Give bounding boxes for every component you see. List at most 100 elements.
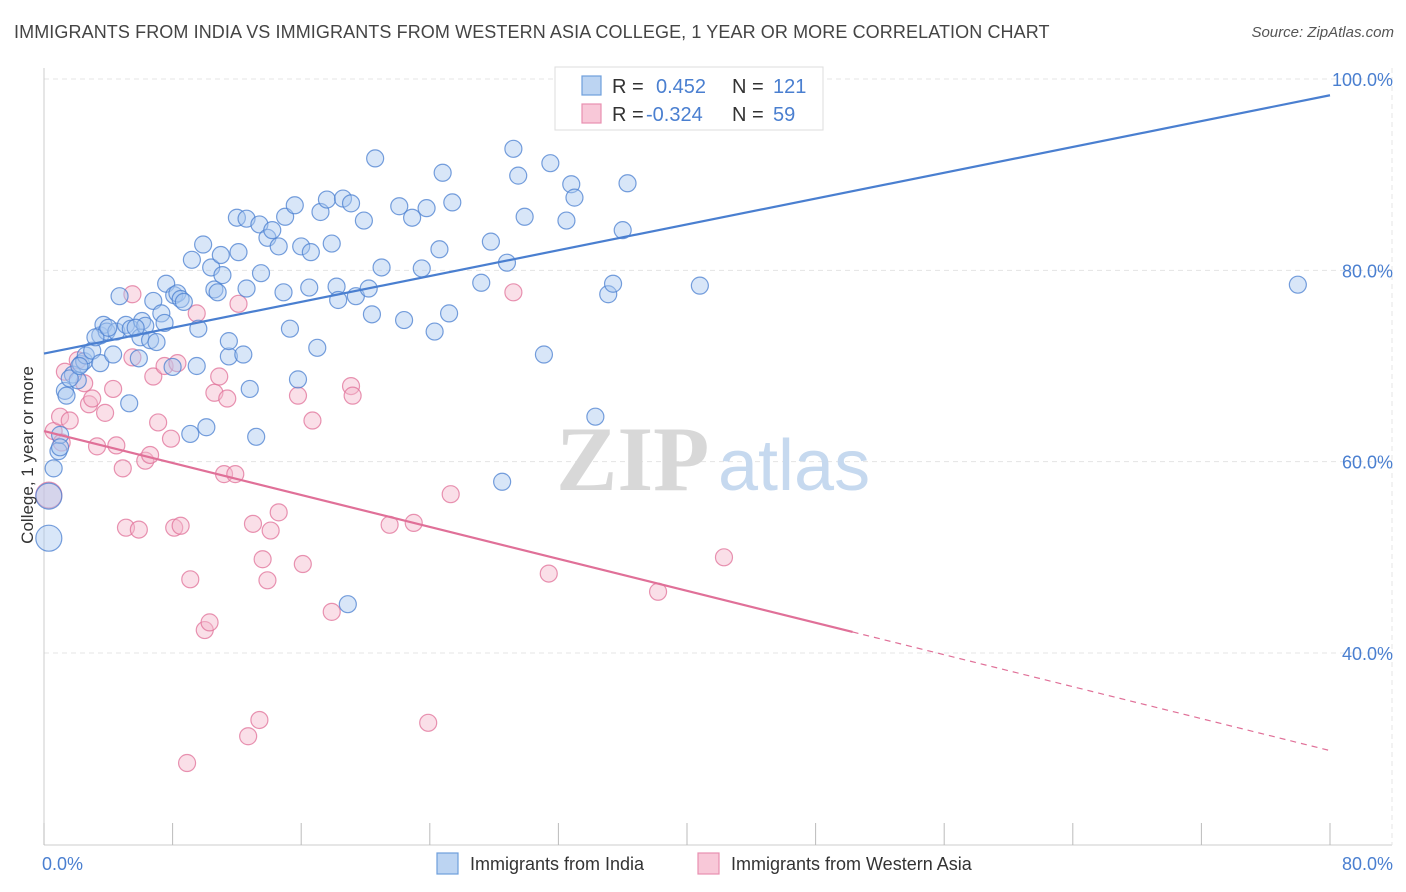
stats-india-n-value: 121: [773, 76, 806, 98]
india-point: [308, 338, 327, 357]
wasia-point: [144, 367, 163, 386]
india-point: [187, 356, 206, 376]
india-point: [229, 243, 248, 262]
india-point: [433, 163, 452, 182]
wasia-point: [161, 429, 181, 448]
wasia-point: [104, 379, 123, 399]
india-point: [171, 289, 190, 309]
wasia-point: [303, 411, 322, 430]
india-point: [472, 273, 491, 292]
legend-wasia-label: Immigrants from Western Asia: [731, 854, 973, 874]
legend-india-label: Immigrants from India: [470, 854, 645, 874]
india-point: [493, 472, 512, 491]
india-point: [515, 207, 534, 226]
india-point: [240, 379, 259, 399]
y-axis-label: College, 1 year or more: [18, 366, 37, 544]
watermark: ZIP atlas: [556, 408, 870, 510]
wasia-point: [149, 413, 168, 432]
india-point: [439, 304, 459, 323]
wasia-point: [258, 571, 277, 590]
india-point: [1288, 275, 1307, 294]
india-point: [263, 221, 282, 240]
india-point: [234, 345, 253, 364]
india-point: [534, 345, 554, 364]
india-point: [541, 154, 560, 173]
wasia-point: [79, 395, 99, 414]
india-point: [44, 459, 63, 478]
wasia-point: [250, 710, 269, 730]
india-point: [147, 332, 166, 352]
india-point: [110, 287, 129, 306]
india-point: [120, 394, 139, 413]
india-point: [412, 259, 431, 278]
wasia-point: [539, 564, 558, 583]
stats-india-r-label: R =: [612, 76, 644, 98]
wasia-point: [343, 386, 362, 405]
series-western-asia-points: [35, 283, 734, 773]
wasia-point: [181, 570, 200, 589]
legend-india-swatch: [436, 852, 459, 875]
stats-wasia-r-value: -0.324: [646, 104, 703, 126]
india-point: [481, 232, 500, 251]
india-point: [292, 237, 311, 256]
wasia-point: [243, 514, 263, 533]
x-tick-label: 0.0%: [42, 854, 83, 874]
india-point: [152, 304, 171, 323]
wasia-point: [253, 550, 272, 569]
india-point: [155, 313, 174, 333]
india-point: [341, 194, 361, 213]
india-point: [269, 237, 288, 256]
chart-title: IMMIGRANTS FROM INDIA VS IMMIGRANTS FROM…: [14, 22, 1050, 42]
india-point: [613, 221, 632, 240]
india-point: [227, 208, 246, 227]
india-point: [104, 345, 123, 364]
stats-wasia-n-value: 59: [773, 104, 795, 126]
wasia-point: [177, 753, 197, 773]
india-point: [425, 322, 444, 341]
wasia-point: [288, 386, 308, 405]
india-point: [390, 197, 409, 216]
india-point: [182, 250, 201, 269]
series-india-points: [35, 139, 1307, 614]
stats-india-n-label: N =: [732, 76, 764, 98]
india-point: [603, 274, 623, 293]
india-point: [618, 174, 637, 193]
axes: [43, 68, 1393, 846]
y-tick-label: 100.0%: [1332, 70, 1393, 90]
wasia-point: [210, 367, 229, 386]
wasia-point: [218, 389, 237, 408]
india-point: [300, 278, 319, 297]
india-point: [317, 190, 337, 209]
india-point: [237, 279, 256, 298]
india-point: [366, 149, 385, 168]
y-tick-label: 80.0%: [1342, 261, 1393, 281]
india-point: [208, 283, 227, 302]
x-tick-label: 80.0%: [1342, 854, 1393, 874]
india-point: [562, 175, 581, 194]
india-point: [599, 285, 618, 304]
stats-wasia-r-label: R =: [612, 104, 644, 126]
wasia-point: [239, 727, 258, 746]
india-point: [57, 386, 76, 405]
stats-india-swatch: [581, 75, 602, 96]
india-point: [197, 418, 216, 437]
india-point: [285, 196, 304, 215]
wasia-trend-line: [43, 429, 853, 634]
india-point: [288, 370, 308, 389]
y-tick-label: 40.0%: [1342, 644, 1393, 664]
tick-labels: 40.0% 60.0% 80.0% 100.0% 0.0% 80.0%: [42, 70, 1393, 874]
chart-source: Source: ZipAtlas.com: [1251, 24, 1394, 41]
legend-wasia-swatch: [697, 852, 720, 875]
india-point: [690, 276, 709, 295]
series-legend: Immigrants from India Immigrants from We…: [436, 852, 973, 875]
india-point: [430, 240, 449, 259]
india-point: [91, 354, 110, 373]
india-point: [417, 199, 436, 218]
india-point: [403, 208, 422, 227]
india-point: [60, 369, 79, 388]
wasia-point: [261, 521, 280, 540]
wasia-point: [171, 516, 190, 535]
watermark-atlas: atlas: [718, 426, 870, 506]
wasia-point: [293, 554, 312, 574]
trend-lines: [43, 94, 1331, 752]
